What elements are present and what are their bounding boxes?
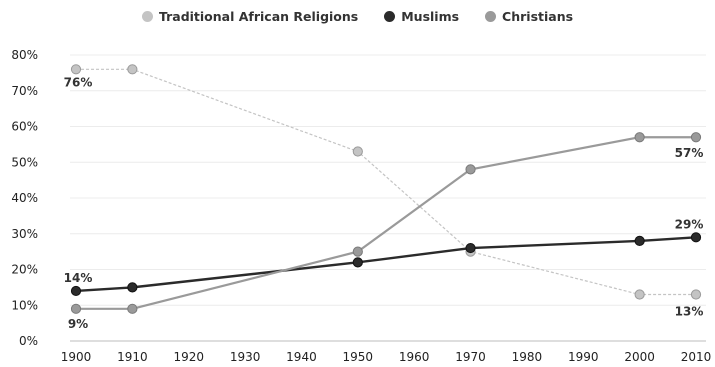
point-muslims bbox=[634, 235, 645, 246]
point-muslims bbox=[690, 232, 702, 243]
line-christians bbox=[76, 136, 696, 310]
y-tick-label: 30% bbox=[11, 227, 38, 241]
point-christians bbox=[634, 132, 645, 143]
point-traditional bbox=[352, 146, 363, 157]
point-traditional bbox=[634, 289, 645, 300]
y-tick-label: 0% bbox=[19, 334, 38, 348]
y-tick-label: 20% bbox=[11, 263, 38, 277]
data-label: 57% bbox=[675, 146, 704, 160]
point-christians bbox=[127, 303, 138, 314]
line-traditional bbox=[76, 68, 696, 296]
x-tick-label: 2010 bbox=[681, 350, 712, 364]
legend-item-christians: Christians bbox=[485, 9, 573, 24]
data-label: 76% bbox=[64, 75, 93, 89]
data-label: 9% bbox=[68, 317, 88, 331]
x-tick-label: 1980 bbox=[512, 350, 543, 364]
legend-label-christians: Christians bbox=[502, 9, 574, 24]
data-label: 14% bbox=[64, 271, 93, 285]
x-tick-label: 1970 bbox=[455, 350, 486, 364]
point-muslims bbox=[127, 282, 138, 293]
point-christians bbox=[352, 246, 363, 257]
legend-item-muslims: Muslims bbox=[384, 9, 459, 24]
legend-swatch-christians bbox=[485, 11, 497, 22]
legend-label-muslims: Muslims bbox=[401, 9, 460, 24]
point-muslims bbox=[70, 285, 82, 297]
point-traditional bbox=[70, 64, 82, 75]
point-muslims bbox=[465, 242, 476, 254]
y-tick-label: 10% bbox=[11, 298, 38, 312]
legend-swatch-muslims bbox=[384, 11, 396, 22]
x-tick-label: 1990 bbox=[568, 350, 599, 364]
data-label: 29% bbox=[675, 217, 704, 231]
legend-swatch-traditional bbox=[141, 11, 153, 22]
data-label: 13% bbox=[675, 305, 704, 319]
point-traditional bbox=[127, 64, 138, 75]
legend-label-traditional: Traditional African Religions bbox=[158, 9, 359, 24]
y-tick-label: 70% bbox=[11, 84, 38, 98]
line-muslims bbox=[75, 236, 697, 293]
x-tick-label: 1920 bbox=[173, 350, 204, 364]
point-muslims bbox=[352, 257, 363, 268]
x-tick-label: 1950 bbox=[343, 350, 374, 364]
x-tick-label: 1940 bbox=[286, 350, 317, 364]
point-christians bbox=[690, 132, 702, 143]
x-tick-label: 1900 bbox=[61, 350, 92, 364]
y-tick-label: 60% bbox=[11, 120, 38, 134]
y-tick-label: 80% bbox=[11, 48, 38, 62]
x-tick-label: 2000 bbox=[624, 350, 655, 364]
point-traditional bbox=[690, 289, 702, 300]
x-tick-label: 1930 bbox=[230, 350, 261, 364]
point-christians bbox=[70, 303, 82, 314]
y-tick-label: 50% bbox=[11, 155, 38, 169]
y-tick-label: 40% bbox=[11, 191, 38, 205]
point-christians bbox=[465, 164, 476, 175]
legend: Traditional African Religions Muslims Ch… bbox=[0, 9, 715, 24]
legend-item-traditional: Traditional African Religions bbox=[141, 9, 359, 24]
x-tick-label: 1960 bbox=[399, 350, 430, 364]
x-tick-label: 1910 bbox=[117, 350, 148, 364]
